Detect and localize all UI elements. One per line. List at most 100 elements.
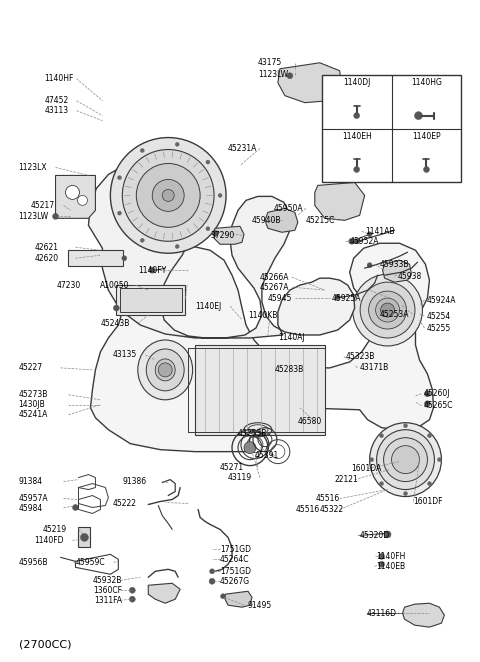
Circle shape (218, 193, 222, 197)
Text: 1601DF: 1601DF (413, 497, 443, 506)
Text: 47452: 47452 (45, 96, 69, 105)
Ellipse shape (384, 438, 428, 481)
Text: 45273B: 45273B (19, 391, 48, 399)
Circle shape (122, 150, 214, 241)
Bar (120, 288, 182, 312)
Circle shape (129, 587, 135, 593)
Circle shape (206, 160, 210, 164)
Circle shape (162, 189, 174, 201)
Circle shape (110, 138, 226, 254)
Bar (78, 528, 90, 547)
Circle shape (175, 244, 179, 248)
Circle shape (220, 594, 226, 598)
Text: 45952A: 45952A (350, 237, 379, 246)
Text: 45255: 45255 (426, 324, 451, 332)
Text: 45264C: 45264C (220, 555, 250, 564)
Text: 1141AB: 1141AB (366, 227, 395, 236)
Circle shape (206, 226, 210, 231)
Text: 45945: 45945 (268, 293, 292, 303)
Circle shape (244, 442, 256, 453)
Circle shape (152, 179, 184, 211)
Text: 45940B: 45940B (252, 216, 281, 225)
Circle shape (52, 213, 59, 219)
Text: 1123LX: 1123LX (19, 163, 47, 172)
Circle shape (380, 481, 384, 486)
Ellipse shape (377, 430, 434, 489)
Text: 45984: 45984 (19, 504, 43, 513)
Text: 1123LW: 1123LW (258, 70, 288, 79)
Polygon shape (214, 226, 244, 244)
Text: 45254: 45254 (426, 312, 451, 320)
Polygon shape (148, 583, 180, 603)
Circle shape (209, 579, 215, 585)
Text: 45322: 45322 (320, 505, 344, 514)
Text: 45516: 45516 (316, 494, 340, 503)
Ellipse shape (360, 282, 415, 338)
Text: 45267G: 45267G (220, 577, 250, 586)
Text: 1140EB: 1140EB (377, 562, 406, 571)
Text: 45267A: 45267A (260, 283, 289, 292)
Circle shape (348, 238, 355, 244)
Polygon shape (403, 603, 444, 627)
Text: 43116D: 43116D (367, 608, 396, 618)
Text: 45320D: 45320D (360, 531, 390, 540)
Text: 45271: 45271 (220, 463, 244, 472)
Text: 1140HF: 1140HF (45, 74, 74, 83)
Circle shape (136, 164, 200, 227)
Circle shape (380, 434, 384, 438)
Ellipse shape (376, 298, 399, 322)
Circle shape (370, 457, 373, 461)
Circle shape (379, 561, 384, 567)
Text: 43253B: 43253B (238, 429, 267, 438)
Text: 45265C: 45265C (423, 401, 453, 410)
Text: 1140EH: 1140EH (342, 132, 372, 141)
Text: 43119: 43119 (228, 473, 252, 482)
Text: 1123LW: 1123LW (19, 212, 49, 221)
Text: 45243B: 45243B (100, 318, 130, 328)
Circle shape (118, 211, 121, 215)
Circle shape (379, 553, 384, 559)
Circle shape (367, 232, 372, 237)
Text: 43175: 43175 (258, 58, 282, 68)
Circle shape (77, 195, 87, 205)
Circle shape (437, 457, 442, 461)
Text: 45950A: 45950A (274, 204, 303, 213)
Text: 1140EP: 1140EP (412, 132, 441, 141)
Ellipse shape (392, 446, 420, 473)
Ellipse shape (155, 359, 175, 381)
Text: 45933B: 45933B (380, 260, 409, 269)
Polygon shape (225, 591, 252, 607)
Text: 45227: 45227 (19, 363, 43, 373)
Circle shape (210, 569, 215, 574)
Ellipse shape (369, 291, 407, 329)
Circle shape (287, 73, 293, 79)
Text: 1601DA: 1601DA (352, 464, 382, 473)
Text: 43171B: 43171B (360, 363, 389, 373)
Ellipse shape (138, 340, 192, 400)
Circle shape (384, 531, 391, 538)
Ellipse shape (146, 349, 184, 391)
Ellipse shape (353, 274, 422, 346)
Bar (69, 250, 123, 266)
Text: 91384: 91384 (19, 477, 43, 486)
Text: 91386: 91386 (122, 477, 146, 486)
Circle shape (428, 434, 432, 438)
Text: A10050: A10050 (100, 281, 130, 290)
Bar (195, 345, 325, 435)
Text: 45231A: 45231A (228, 144, 257, 153)
Text: 45956B: 45956B (19, 558, 48, 567)
Text: 45932B: 45932B (93, 576, 122, 585)
Ellipse shape (370, 423, 442, 496)
Text: 1140EJ: 1140EJ (195, 302, 221, 310)
Text: 42620: 42620 (35, 254, 59, 263)
Bar (322, 75, 461, 183)
Text: 45283B: 45283B (275, 365, 304, 375)
Text: 43135: 43135 (112, 350, 137, 359)
Polygon shape (265, 209, 298, 232)
Text: 1140HG: 1140HG (411, 78, 442, 87)
Circle shape (158, 363, 172, 377)
Circle shape (118, 175, 121, 179)
Circle shape (424, 401, 431, 406)
Circle shape (381, 303, 395, 317)
Text: 1140DJ: 1140DJ (343, 78, 371, 87)
